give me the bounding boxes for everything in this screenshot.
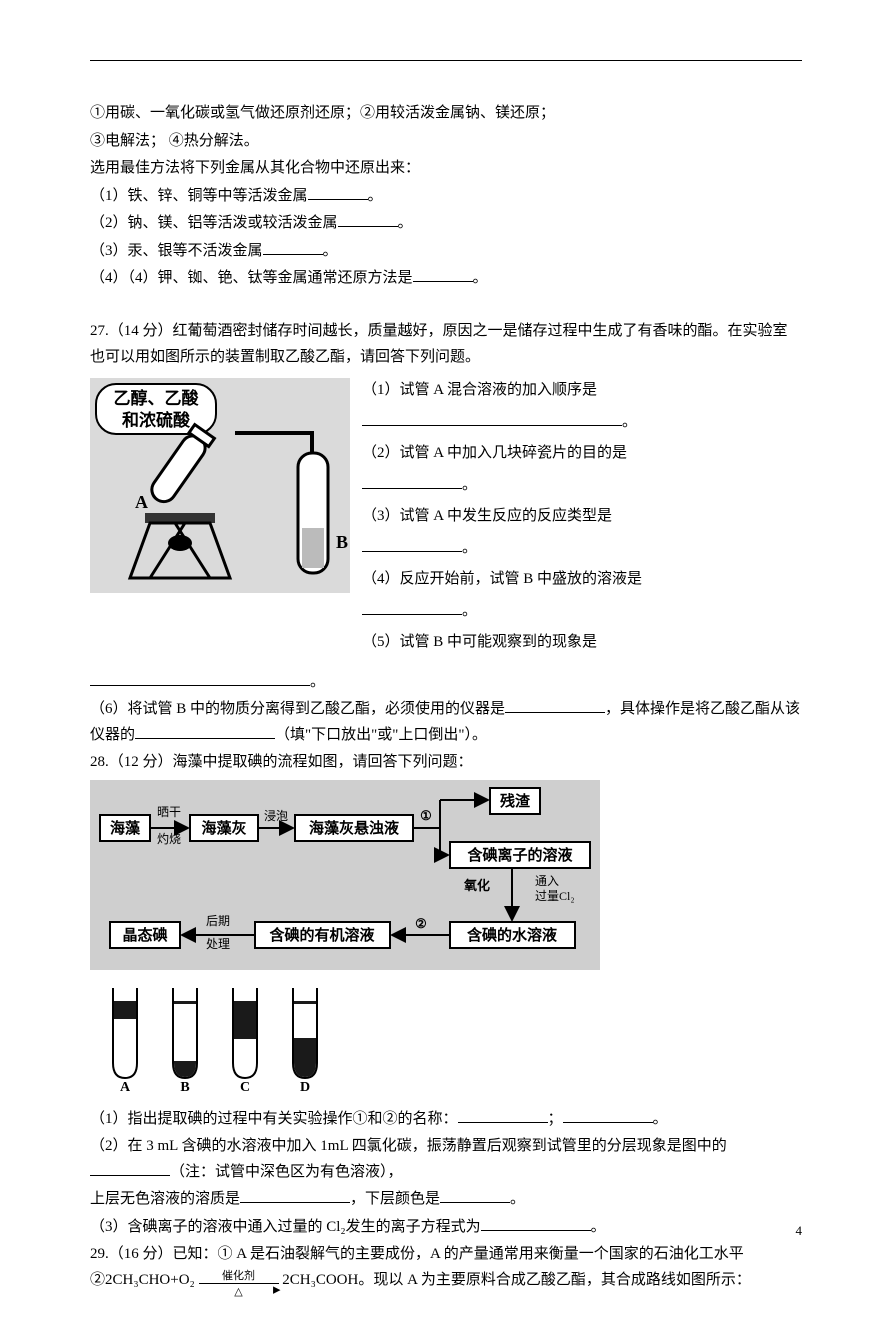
svg-text:海藻: 海藻 [110,819,141,837]
q27-p3: （3）试管 A 中发生反应的反应类型是 [362,504,802,530]
instruction: 选用最佳方法将下列金属从其化合物中还原出来： [90,156,802,182]
q4-blank[interactable] [413,267,473,282]
svg-text:②: ② [415,916,427,931]
arrow-bottom-label: △ [199,1283,279,1302]
q28-p4-blank[interactable] [481,1216,591,1231]
q27-p6c: （填"下口放出"或"上口倒出"）。 [275,727,487,743]
q27-p6-blank1[interactable] [505,698,605,713]
q4: （4）（4）钾、铷、铯、钛等金属通常还原方法是 。 [90,266,802,292]
q28-p2: （2）在 3 mL 含碘的水溶液中加入 1mL 四氯化碳，振荡静置后观察到试管里… [90,1134,802,1185]
q28-p1-semi: ； [548,1111,563,1127]
svg-text:海藻灰悬浊液: 海藻灰悬浊液 [309,819,400,837]
reaction-arrow: 催化剂 ▸ △ [199,1277,279,1284]
q3-text: （3）汞、银等不活泼金属 [90,243,263,259]
q28-p2-blank[interactable] [90,1161,170,1176]
q2-period: 。 [398,215,413,231]
q28-p1-blank2[interactable] [563,1108,653,1123]
q28-p4-period: 。 [591,1219,606,1235]
svg-text:①: ① [420,808,432,823]
method-2: ③电解法； ④热分解法。 [90,129,802,155]
q4-text: （4）（4）钾、铷、铯、钛等金属通常还原方法是 [90,270,413,286]
svg-text:后期: 后期 [206,914,230,928]
svg-text:含碘的有机溶液: 含碘的有机溶液 [269,926,375,944]
q27-p4-blank[interactable] [362,600,462,615]
q1-period: 。 [368,188,383,204]
q29-intro2: 2CH₃COOH。现以 A 为主要原料合成乙酸乙酯，其合成路线如图所示： [282,1272,751,1288]
q28-p2a: （2）在 3 mL 含碘的水溶液中加入 1mL 四氯化碳，振荡静置后观察到试管里… [90,1138,727,1154]
svg-text:B: B [336,532,348,552]
q27-row: 乙醇、乙酸 和浓硫酸 A B （1）试管 A 混合溶液的加入顺序是 。 （2）试… [90,378,802,662]
q28-p4: （3）含碘离子的溶液中通入过量的 Cl₂发生的离子方程式为 。 [90,1215,802,1241]
svg-text:C: C [240,1080,250,1093]
top-rule [90,60,802,61]
svg-text:含碘离子的溶液: 含碘离子的溶液 [467,846,573,864]
svg-text:D: D [300,1080,310,1093]
svg-text:晒干: 晒干 [157,805,181,819]
svg-text:灼烧: 灼烧 [157,831,181,846]
q27-p2: （2）试管 A 中加入几块碎瓷片的目的是 [362,441,802,467]
svg-text:浸泡: 浸泡 [264,809,288,823]
q1-blank[interactable] [308,185,368,200]
svg-text:晶态碘: 晶态碘 [122,926,167,944]
page-number: 4 [796,1220,803,1242]
q28-p2b: （注：试管中深色区为有色溶液）， [170,1164,403,1180]
q27-p1: （1）试管 A 混合溶液的加入顺序是 [362,378,802,404]
q27-p2-period: 。 [462,477,477,493]
q27-diagram: 乙醇、乙酸 和浓硫酸 A B [90,378,350,662]
svg-text:氧化: 氧化 [463,878,490,893]
q4-period: 。 [473,270,488,286]
q1-text: （1）铁、锌、铜等中等活泼金属 [90,188,308,204]
q27-p5-period: 。 [310,674,325,690]
svg-text:A: A [135,492,148,512]
q27-p6: （6）将试管 B 中的物质分离得到乙酸乙酯，必须使用的仪器是，具体操作是将乙酸乙… [90,697,802,748]
q27-p1-period: 。 [622,414,637,430]
q28-p1: （1）指出提取碘的过程中有关实验操作①和②的名称： ； 。 [90,1107,802,1133]
q28-intro: 28.（12 分）海藻中提取碘的流程如图，请回答下列问题： [90,750,802,776]
q27-intro: 27.（14 分）红葡萄酒密封储存时间越长，质量越好，原因之一是储存过程中生成了… [90,319,802,370]
method-1: ①用碳、一氧化碳或氢气做还原剂还原；②用较活泼金属钠、镁还原； [90,101,802,127]
q29-intro: 29.（16 分）已知：① A 是石油裂解气的主要成份，A 的产量通常用来衡量一… [90,1242,802,1293]
q3-period: 。 [323,243,338,259]
q28-p3-period: 。 [510,1191,525,1207]
svg-text:B: B [180,1080,189,1093]
q28-p3a: 上层无色溶液的溶质是 [90,1191,240,1207]
svg-text:海藻灰: 海藻灰 [201,819,246,837]
svg-text:乙醇、乙酸: 乙醇、乙酸 [114,388,200,408]
svg-text:处理: 处理 [206,937,230,951]
q28-p4-text: （3）含碘离子的溶液中通入过量的 Cl₂发生的离子方程式为 [90,1219,481,1235]
q27-p4: （4）反应开始前，试管 B 中盛放的溶液是 [362,567,802,593]
q28-p3: 上层无色溶液的溶质是 ，下层颜色是 。 [90,1187,802,1213]
q3-blank[interactable] [263,240,323,255]
q2-blank[interactable] [338,212,398,227]
q28-p1-blank1[interactable] [458,1108,548,1123]
q2: （2）钠、镁、铝等活泼或较活泼金属 。 [90,211,802,237]
q27-p5-blank[interactable] [90,671,310,686]
q28-p1a: （1）指出提取碘的过程中有关实验操作①和②的名称： [90,1111,458,1127]
q2-text: （2）钠、镁、铝等活泼或较活泼金属 [90,215,338,231]
svg-text:和浓硫酸: 和浓硫酸 [122,410,191,430]
q27-p1-blank[interactable] [362,411,622,426]
q27-p5: （5）试管 B 中可能观察到的现象是 [362,630,802,656]
q27-p6a: （6）将试管 B 中的物质分离得到乙酸乙酯，必须使用的仪器是 [90,701,505,717]
q3: （3）汞、银等不活泼金属 。 [90,239,802,265]
q28-p1-period: 。 [653,1111,668,1127]
q28-flowchart: 海藻 海藻灰 海藻灰悬浊液 残渣 含碘离子的溶液 含碘的水溶液 含碘的有机溶液 … [90,780,802,980]
svg-text:A: A [120,1080,131,1093]
q27-p3-period: 。 [462,540,477,556]
q28-p3-blank1[interactable] [240,1188,350,1203]
svg-text:过量Cl₂: 过量Cl₂ [535,889,575,903]
q27-p2-blank[interactable] [362,474,462,489]
q28-tubes: A B C D [90,983,802,1103]
q27-answers: （1）试管 A 混合溶液的加入顺序是 。 （2）试管 A 中加入几块碎瓷片的目的… [362,378,802,662]
q27-p6-blank2[interactable] [135,724,275,739]
svg-text:含碘的水溶液: 含碘的水溶液 [467,926,558,944]
q27-p4-period: 。 [462,603,477,619]
q28-p3b: ，下层颜色是 [350,1191,440,1207]
svg-text:通入: 通入 [535,874,559,888]
svg-text:残渣: 残渣 [500,792,531,810]
q1: （1）铁、锌、铜等中等活泼金属 。 [90,184,802,210]
q27-p3-blank[interactable] [362,537,462,552]
q28-p3-blank2[interactable] [440,1188,510,1203]
